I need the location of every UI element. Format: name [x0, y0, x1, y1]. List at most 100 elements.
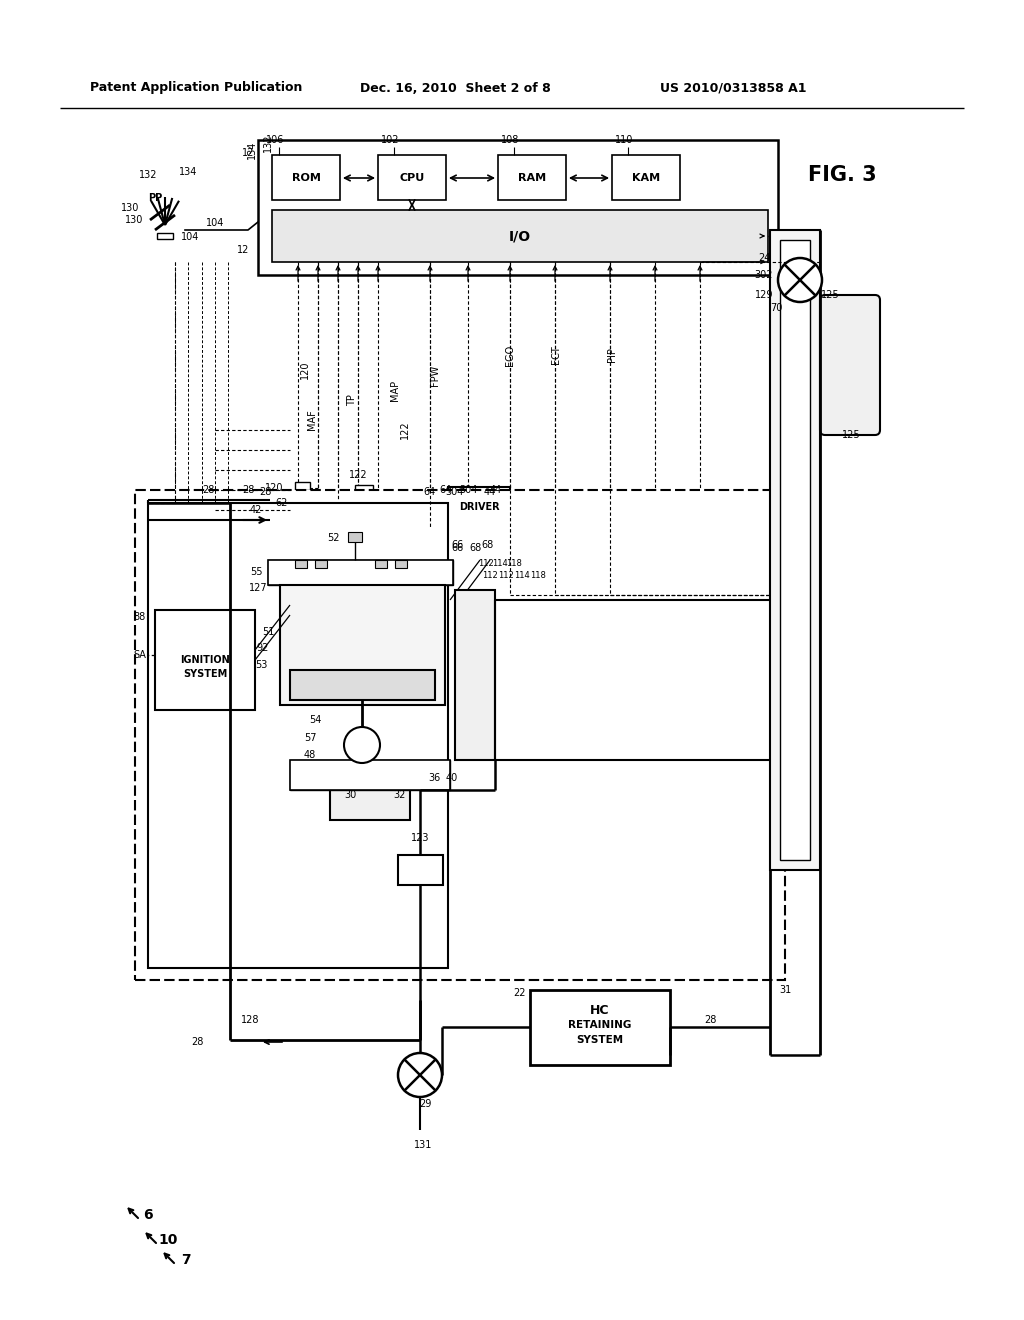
Text: 66: 66: [452, 540, 464, 550]
Text: US 2010/0313858 A1: US 2010/0313858 A1: [660, 82, 807, 95]
Text: MAF: MAF: [307, 409, 317, 430]
Text: 102: 102: [381, 135, 399, 145]
Text: 302: 302: [755, 271, 773, 280]
Text: 132: 132: [138, 170, 158, 180]
Text: 54: 54: [309, 715, 322, 725]
Text: RAM: RAM: [518, 173, 546, 183]
Bar: [290, 671, 435, 700]
Circle shape: [778, 257, 822, 302]
Bar: [148, 503, 449, 968]
Text: 28: 28: [190, 1038, 203, 1047]
Bar: [268, 560, 453, 585]
Bar: [348, 532, 362, 543]
Text: 6: 6: [143, 1208, 153, 1222]
Bar: [770, 230, 820, 870]
Text: 29: 29: [419, 1100, 431, 1109]
Text: 40: 40: [445, 774, 458, 783]
FancyBboxPatch shape: [820, 294, 880, 436]
Text: 88: 88: [134, 612, 146, 622]
Text: 31: 31: [779, 985, 792, 995]
Text: 120: 120: [300, 360, 310, 379]
Text: HC: HC: [590, 1003, 609, 1016]
Bar: [780, 240, 810, 861]
Text: EGO: EGO: [505, 345, 515, 366]
Bar: [272, 210, 768, 261]
Text: 104: 104: [206, 218, 224, 228]
Bar: [135, 490, 785, 979]
Text: IGNITION: IGNITION: [180, 655, 229, 665]
Text: 44: 44: [489, 484, 502, 495]
Bar: [272, 154, 340, 201]
Text: 12: 12: [242, 148, 254, 158]
Text: 55: 55: [250, 568, 262, 577]
Bar: [449, 487, 510, 527]
Text: 130: 130: [125, 215, 143, 224]
Text: FPW: FPW: [430, 364, 440, 385]
Text: RETAINING: RETAINING: [568, 1020, 632, 1030]
Bar: [296, 498, 310, 503]
Bar: [155, 610, 255, 710]
Text: ECT: ECT: [551, 346, 561, 364]
Bar: [290, 760, 450, 789]
Bar: [330, 780, 410, 820]
Text: 48: 48: [304, 750, 316, 760]
Text: SYSTEM: SYSTEM: [183, 669, 227, 678]
Bar: [268, 560, 453, 585]
Circle shape: [344, 727, 380, 763]
Bar: [258, 140, 778, 275]
Text: 66: 66: [451, 543, 463, 553]
Text: 112: 112: [498, 570, 514, 579]
Text: 304: 304: [459, 484, 477, 495]
Text: SYSTEM: SYSTEM: [577, 1035, 624, 1045]
Text: 32: 32: [394, 789, 407, 800]
Text: 112: 112: [478, 560, 494, 569]
Text: 28: 28: [703, 1015, 716, 1026]
Text: Patent Application Publication: Patent Application Publication: [90, 82, 302, 95]
Text: 53: 53: [255, 660, 267, 671]
Text: 62: 62: [275, 498, 288, 508]
Text: 131: 131: [414, 1140, 432, 1150]
Text: 122: 122: [349, 470, 368, 480]
Bar: [612, 154, 680, 201]
Bar: [315, 560, 327, 568]
Text: 28: 28: [242, 484, 254, 495]
Text: ROM: ROM: [292, 173, 321, 183]
Bar: [378, 154, 446, 201]
Bar: [295, 560, 307, 568]
Circle shape: [398, 1053, 442, 1097]
Bar: [498, 154, 566, 201]
Text: 57: 57: [304, 733, 316, 743]
Text: PP: PP: [147, 193, 162, 203]
Text: 68: 68: [470, 543, 482, 553]
Text: 130: 130: [121, 203, 139, 213]
Bar: [295, 482, 310, 490]
Text: FIG. 3: FIG. 3: [808, 165, 877, 185]
Text: 10: 10: [159, 1233, 178, 1247]
Text: 110: 110: [614, 135, 633, 145]
Text: 64: 64: [424, 487, 436, 498]
Text: 7: 7: [181, 1253, 190, 1267]
Text: 28: 28: [202, 484, 214, 495]
Text: 125: 125: [820, 290, 840, 300]
Text: 42: 42: [250, 506, 262, 515]
Text: Dec. 16, 2010  Sheet 2 of 8: Dec. 16, 2010 Sheet 2 of 8: [360, 82, 551, 95]
Text: 106: 106: [266, 135, 285, 145]
Text: 120: 120: [265, 483, 284, 492]
Bar: [280, 585, 445, 705]
Text: MAP: MAP: [390, 379, 400, 400]
Text: 112: 112: [482, 570, 498, 579]
Text: 123: 123: [411, 833, 429, 843]
Bar: [296, 527, 310, 532]
Text: PIP: PIP: [607, 347, 617, 363]
Text: 114: 114: [493, 560, 508, 569]
Text: 128: 128: [241, 1015, 259, 1026]
Bar: [355, 484, 373, 506]
Text: 92: 92: [257, 643, 269, 653]
Text: 51: 51: [262, 627, 274, 638]
Text: DRIVER: DRIVER: [459, 502, 500, 512]
Text: SA: SA: [133, 649, 146, 660]
Text: 129: 129: [755, 290, 773, 300]
Text: 24: 24: [758, 253, 770, 263]
Text: I/O: I/O: [509, 228, 531, 243]
Text: 118: 118: [530, 570, 546, 579]
